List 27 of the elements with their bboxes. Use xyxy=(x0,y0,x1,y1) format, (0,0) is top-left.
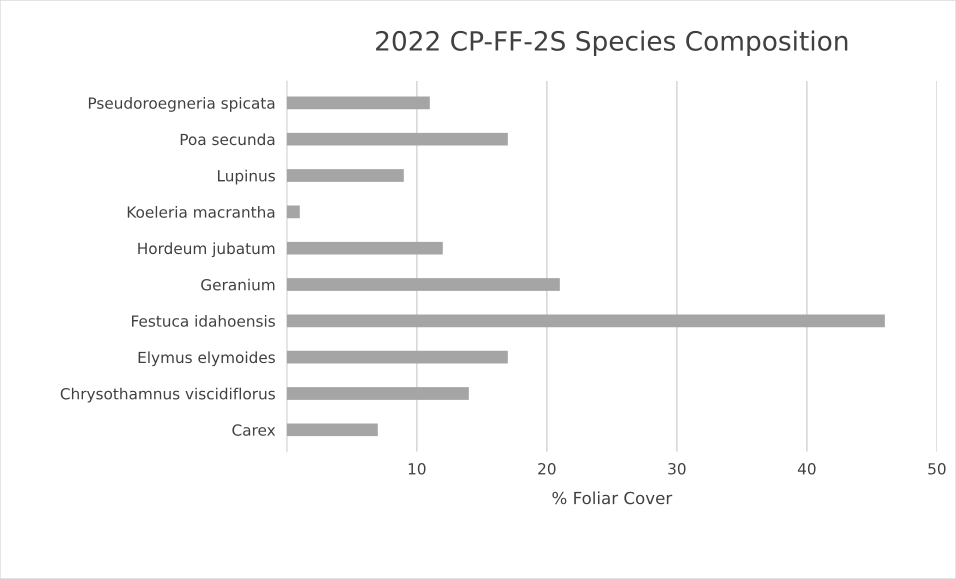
bar xyxy=(286,169,404,182)
bar xyxy=(286,387,469,400)
y-tick-label: Elymus elymoides xyxy=(138,351,275,366)
y-tick-label: Hordeum jubatum xyxy=(138,242,274,258)
bar xyxy=(286,205,300,218)
y-tick-label: Poa secunda xyxy=(180,133,274,146)
y-tick-label: Carex xyxy=(232,424,276,436)
y-tick-label: Festuca idahoensis xyxy=(132,315,275,327)
y-tick-label: Pseudoroegneria spicata xyxy=(88,97,274,112)
bar xyxy=(286,314,885,328)
x-tick-label: 10 xyxy=(408,463,426,475)
bar xyxy=(286,242,443,255)
bar xyxy=(286,350,508,364)
y-tick-label: Lupinus xyxy=(218,170,275,184)
y-tick-label: Geranium xyxy=(201,278,274,291)
x-tick-label: 40 xyxy=(798,463,816,475)
x-tick-label: 20 xyxy=(538,463,556,475)
x-axis-title: % Foliar Cover xyxy=(552,491,672,504)
bar xyxy=(286,96,430,110)
y-tick-label: Koeleria macrantha xyxy=(128,206,274,218)
bar xyxy=(286,132,508,146)
x-tick-label: 30 xyxy=(668,463,686,475)
y-tick-label: Chrysothamnus viscidiflorus xyxy=(60,388,275,402)
chart-title: 2022 CP-FF-2S Species Composition xyxy=(376,30,848,56)
bar xyxy=(286,278,560,291)
x-tick-label: 50 xyxy=(928,463,946,475)
bar xyxy=(286,423,378,436)
